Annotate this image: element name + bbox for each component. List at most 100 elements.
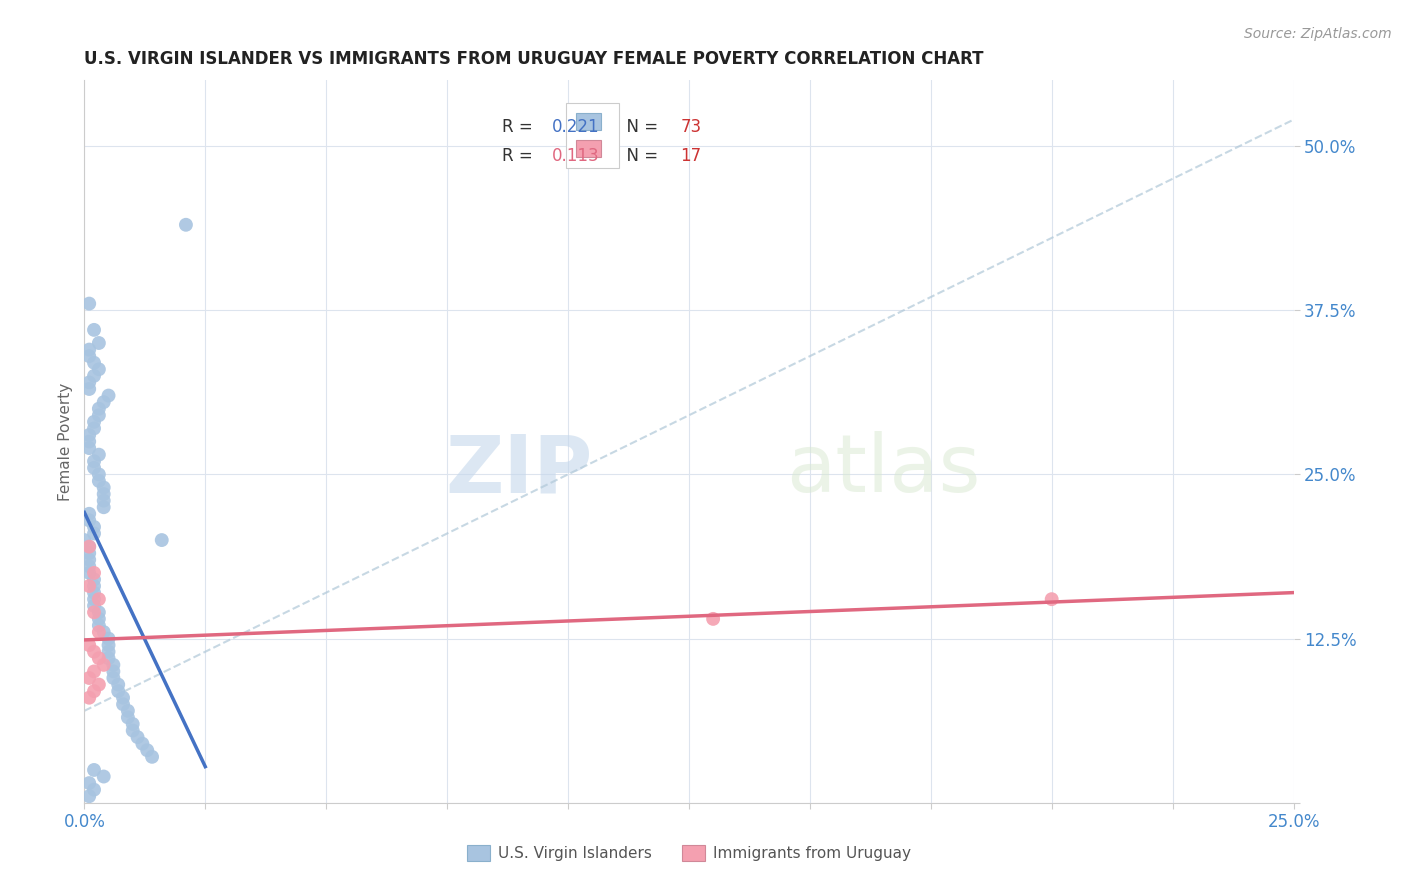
- Point: [77, 428, 100, 442]
- Point: [77, 671, 100, 685]
- Point: [77, 382, 100, 396]
- Point: [103, 671, 125, 685]
- Point: [87, 618, 110, 632]
- Point: [83, 454, 105, 468]
- Point: [83, 566, 105, 580]
- Point: [83, 605, 105, 619]
- Point: [83, 665, 105, 679]
- Point: [87, 605, 110, 619]
- Point: [77, 434, 100, 449]
- Text: 17: 17: [681, 147, 702, 165]
- Point: [93, 487, 115, 501]
- Y-axis label: Female Poverty: Female Poverty: [58, 383, 73, 500]
- Point: [83, 645, 105, 659]
- Point: [77, 546, 100, 560]
- Point: [93, 770, 115, 784]
- Point: [87, 474, 110, 488]
- Point: [87, 592, 110, 607]
- Point: [112, 698, 135, 712]
- Point: [87, 362, 110, 376]
- Point: [93, 657, 115, 672]
- Point: [87, 651, 110, 665]
- Point: [83, 599, 105, 613]
- Point: [87, 409, 110, 423]
- Point: [83, 323, 105, 337]
- Point: [83, 460, 105, 475]
- Text: atlas: atlas: [786, 432, 980, 509]
- Point: [83, 415, 105, 429]
- Point: [77, 776, 100, 790]
- Point: [77, 513, 100, 527]
- Point: [77, 540, 100, 554]
- Point: [87, 612, 110, 626]
- Point: [87, 677, 110, 691]
- Point: [103, 657, 125, 672]
- Point: [83, 573, 105, 587]
- Point: [174, 218, 197, 232]
- Point: [77, 789, 100, 804]
- Point: [77, 540, 100, 554]
- Text: N =: N =: [616, 119, 664, 136]
- Point: [77, 376, 100, 390]
- Text: R =: R =: [502, 119, 537, 136]
- Point: [97, 651, 120, 665]
- Point: [93, 493, 115, 508]
- Point: [83, 782, 105, 797]
- Point: [93, 395, 115, 409]
- Point: [77, 507, 100, 521]
- Point: [77, 566, 100, 580]
- Point: [87, 336, 110, 351]
- Point: [83, 356, 105, 370]
- Point: [77, 349, 100, 363]
- Point: [83, 520, 105, 534]
- Point: [702, 612, 724, 626]
- Point: [77, 579, 100, 593]
- Point: [117, 710, 139, 724]
- Point: [73, 533, 96, 547]
- Point: [150, 533, 173, 547]
- Point: [83, 421, 105, 435]
- Point: [87, 467, 110, 482]
- Point: [136, 743, 159, 757]
- Point: [97, 388, 120, 402]
- Point: [131, 737, 153, 751]
- Point: [103, 665, 125, 679]
- Text: N =: N =: [616, 147, 664, 165]
- Point: [87, 401, 110, 416]
- Point: [83, 526, 105, 541]
- Point: [1040, 592, 1063, 607]
- Point: [87, 448, 110, 462]
- Point: [83, 579, 105, 593]
- Point: [141, 749, 163, 764]
- Point: [77, 690, 100, 705]
- Point: [93, 481, 115, 495]
- Point: [77, 638, 100, 652]
- Point: [97, 632, 120, 646]
- Text: U.S. VIRGIN ISLANDER VS IMMIGRANTS FROM URUGUAY FEMALE POVERTY CORRELATION CHART: U.S. VIRGIN ISLANDER VS IMMIGRANTS FROM …: [84, 50, 984, 68]
- Point: [77, 559, 100, 574]
- Point: [121, 717, 143, 731]
- Point: [107, 684, 129, 698]
- Point: [97, 638, 120, 652]
- Point: [83, 592, 105, 607]
- Point: [112, 690, 135, 705]
- Point: [83, 585, 105, 599]
- Point: [77, 296, 100, 310]
- Text: Source: ZipAtlas.com: Source: ZipAtlas.com: [1244, 27, 1392, 41]
- Text: R =: R =: [502, 147, 537, 165]
- Point: [107, 677, 129, 691]
- Point: [83, 368, 105, 383]
- Point: [93, 625, 115, 640]
- Point: [83, 763, 105, 777]
- Point: [127, 730, 149, 744]
- Text: ZIP: ZIP: [444, 432, 592, 509]
- Point: [77, 441, 100, 455]
- Legend: U.S. Virgin Islanders, Immigrants from Uruguay: U.S. Virgin Islanders, Immigrants from U…: [461, 839, 917, 867]
- Text: 73: 73: [681, 119, 702, 136]
- Point: [117, 704, 139, 718]
- Point: [87, 625, 110, 640]
- Point: [121, 723, 143, 738]
- Point: [97, 645, 120, 659]
- Point: [83, 684, 105, 698]
- Point: [77, 343, 100, 357]
